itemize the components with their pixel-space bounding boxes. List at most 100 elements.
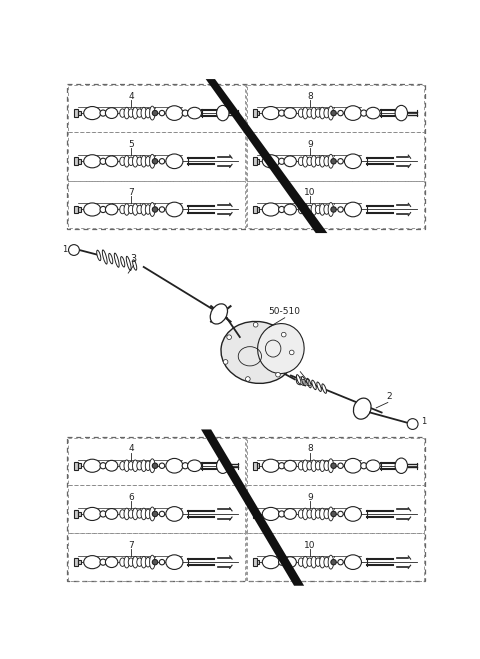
Ellipse shape — [132, 556, 138, 568]
Ellipse shape — [124, 204, 130, 215]
Ellipse shape — [106, 461, 118, 471]
Circle shape — [159, 159, 165, 164]
Text: 4: 4 — [129, 92, 134, 101]
Text: 1: 1 — [421, 417, 426, 426]
Ellipse shape — [137, 509, 142, 518]
Circle shape — [69, 244, 79, 256]
Ellipse shape — [345, 105, 361, 121]
Bar — [78, 207, 81, 212]
Bar — [247, 132, 424, 181]
Ellipse shape — [320, 460, 325, 472]
Circle shape — [276, 372, 280, 377]
Bar — [78, 111, 81, 115]
Ellipse shape — [150, 154, 155, 168]
Text: 10: 10 — [304, 541, 316, 550]
Ellipse shape — [262, 107, 279, 120]
Ellipse shape — [262, 459, 279, 473]
Ellipse shape — [132, 107, 138, 119]
Ellipse shape — [320, 204, 325, 215]
Text: 9: 9 — [307, 140, 313, 149]
Circle shape — [159, 111, 165, 116]
Ellipse shape — [311, 204, 316, 215]
Ellipse shape — [307, 109, 312, 117]
Circle shape — [338, 559, 343, 565]
Circle shape — [278, 511, 285, 517]
Ellipse shape — [150, 556, 155, 569]
Ellipse shape — [345, 507, 361, 521]
Bar — [257, 560, 259, 565]
Bar — [257, 111, 259, 115]
Circle shape — [159, 463, 165, 469]
Text: 4: 4 — [129, 444, 134, 453]
Bar — [247, 438, 424, 485]
Text: 5: 5 — [129, 140, 134, 149]
Bar — [68, 181, 245, 228]
Bar — [78, 159, 81, 163]
Bar — [74, 158, 78, 165]
Ellipse shape — [298, 109, 304, 117]
Ellipse shape — [102, 250, 107, 264]
Bar — [78, 560, 81, 565]
Ellipse shape — [366, 107, 380, 119]
Ellipse shape — [328, 556, 334, 569]
Ellipse shape — [284, 509, 296, 519]
Ellipse shape — [324, 461, 329, 471]
Text: 8: 8 — [307, 92, 313, 101]
Bar — [253, 558, 257, 566]
Ellipse shape — [307, 461, 312, 470]
Polygon shape — [201, 430, 304, 586]
Ellipse shape — [298, 461, 304, 470]
Ellipse shape — [298, 157, 304, 165]
Ellipse shape — [395, 458, 408, 473]
Ellipse shape — [302, 204, 308, 215]
Text: 7: 7 — [129, 188, 134, 197]
Ellipse shape — [324, 205, 329, 214]
Text: 3: 3 — [131, 254, 137, 264]
Bar — [67, 84, 424, 229]
Ellipse shape — [114, 253, 119, 268]
Ellipse shape — [128, 509, 134, 518]
Ellipse shape — [320, 508, 325, 520]
Ellipse shape — [311, 156, 316, 167]
Ellipse shape — [137, 205, 142, 214]
Ellipse shape — [145, 558, 151, 567]
Ellipse shape — [166, 507, 183, 521]
Ellipse shape — [284, 107, 296, 119]
Text: 2: 2 — [386, 391, 392, 401]
Circle shape — [331, 111, 336, 116]
Ellipse shape — [345, 459, 361, 473]
Circle shape — [331, 207, 336, 212]
Bar — [253, 206, 257, 214]
Circle shape — [100, 511, 106, 517]
Bar — [253, 462, 257, 470]
Ellipse shape — [317, 382, 321, 391]
Ellipse shape — [315, 157, 321, 165]
Ellipse shape — [262, 556, 279, 569]
Ellipse shape — [311, 556, 316, 568]
Circle shape — [152, 559, 158, 565]
Ellipse shape — [145, 461, 151, 471]
Ellipse shape — [124, 556, 130, 568]
Ellipse shape — [106, 509, 118, 519]
Ellipse shape — [311, 460, 316, 472]
Ellipse shape — [84, 507, 101, 521]
Ellipse shape — [307, 509, 312, 518]
Ellipse shape — [324, 558, 329, 567]
Ellipse shape — [328, 507, 334, 521]
Bar — [68, 132, 245, 181]
Ellipse shape — [324, 108, 329, 118]
Bar — [68, 85, 245, 132]
Circle shape — [296, 377, 304, 385]
Ellipse shape — [120, 157, 125, 165]
Circle shape — [152, 111, 158, 116]
Circle shape — [360, 463, 367, 469]
Circle shape — [100, 463, 106, 469]
Bar — [247, 85, 424, 132]
Ellipse shape — [141, 156, 146, 167]
Ellipse shape — [132, 156, 138, 167]
Ellipse shape — [120, 461, 125, 470]
Ellipse shape — [141, 460, 146, 472]
Text: 50-510: 50-510 — [269, 307, 301, 316]
Ellipse shape — [120, 558, 125, 566]
Circle shape — [407, 418, 418, 430]
